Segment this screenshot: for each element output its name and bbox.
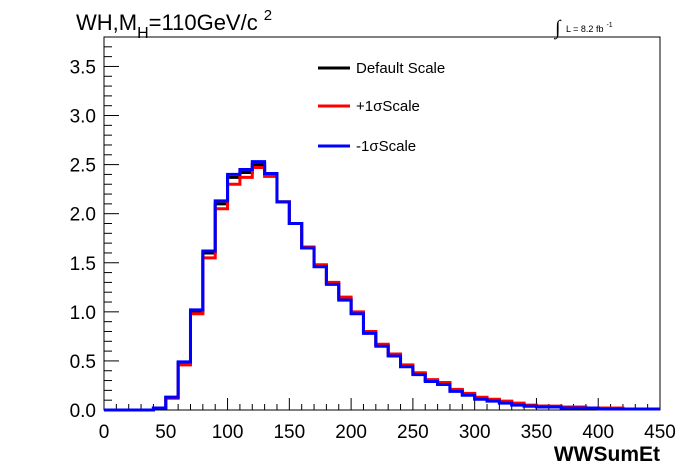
luminosity-superscript: -1 [606, 22, 612, 29]
legend: Default Scale +1σScale -1σScale [318, 60, 445, 155]
x-tick-label: 450 [644, 422, 676, 443]
x-axis-title: WWSumEt [554, 443, 660, 466]
x-tick-label: 250 [397, 422, 429, 443]
legend-label: Default Scale [356, 60, 445, 77]
legend-label: -1σScale [356, 138, 416, 155]
x-tick-label: 200 [335, 422, 367, 443]
x-tick-label: 50 [155, 422, 176, 443]
y-tick-label: 0.5 [70, 352, 96, 373]
x-tick-label: 400 [582, 422, 614, 443]
legend-label: +1σScale [356, 98, 420, 115]
y-tick-label: 3.0 [70, 107, 96, 128]
y-tick-label: 0.0 [70, 401, 96, 422]
integral-symbol: ∫ [553, 17, 562, 40]
luminosity-label: L = 8.2 fb -1 [566, 22, 613, 34]
y-tick-label: 2.5 [70, 156, 96, 177]
y-tick-label: 1.0 [70, 303, 96, 324]
y-tick-label: 2.0 [70, 205, 96, 226]
x-tick-label: 350 [521, 422, 553, 443]
series-layer [104, 160, 660, 412]
y-tick-label: 3.5 [70, 57, 96, 78]
chart-title-rest: =110GeV/c [149, 10, 258, 35]
series-line-2 [104, 160, 660, 412]
x-tick-label: 0 [99, 422, 110, 443]
chart-title-main: WH,M [76, 10, 137, 35]
chart-title-subscript: H [137, 25, 149, 42]
luminosity-text: L = 8.2 fb [566, 24, 603, 34]
x-tick-label: 100 [212, 422, 244, 443]
y-tick-label: 1.5 [70, 254, 96, 275]
x-tick-label: 150 [273, 422, 305, 443]
chart-title-superscript: 2 [264, 7, 272, 24]
chart-title: WH,MH=110GeV/c 2 [76, 7, 272, 42]
x-tick-label: 300 [459, 422, 491, 443]
